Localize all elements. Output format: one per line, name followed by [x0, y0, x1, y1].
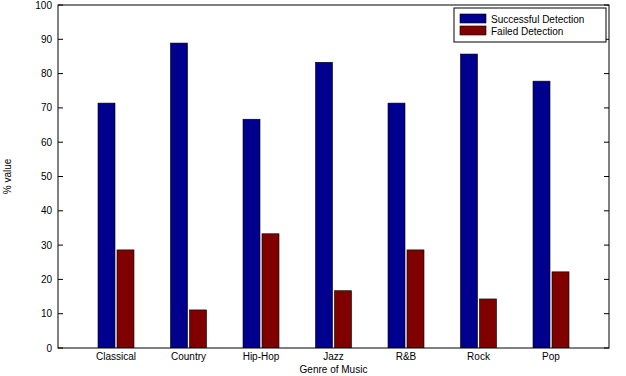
chart: 0 10 20 30 40 50 60 70 80 90 100 Classical Country Hi… [0, 0, 626, 376]
y-tick [58, 73, 63, 74]
bar [335, 291, 352, 348]
y-axis-label: % value [2, 158, 13, 194]
legend: Successful DetectionFailed Detection [454, 8, 606, 42]
x-tick-label: Classical [96, 351, 136, 362]
y-tick [58, 245, 63, 246]
legend-label: Failed Detection [491, 26, 563, 37]
x-tick-label: Country [171, 351, 206, 362]
y-tick [604, 73, 609, 74]
x-axis-label: Genre of Music [300, 364, 368, 375]
bar [316, 62, 333, 348]
bar [552, 272, 569, 348]
y-tick [58, 107, 63, 108]
y-tick [58, 313, 63, 314]
y-tick [604, 245, 609, 246]
y-tick [58, 142, 63, 143]
y-tick [58, 210, 63, 211]
x-tick-label: Pop [542, 351, 560, 362]
y-tick-label: 90 [41, 34, 53, 45]
bar [480, 299, 497, 348]
y-tick-label: 70 [41, 102, 53, 113]
y-tick [604, 142, 609, 143]
bar [262, 234, 279, 348]
y-tick [604, 107, 609, 108]
bar [243, 119, 260, 348]
plot-frame [58, 5, 609, 348]
y-tick [604, 348, 609, 349]
y-tick-label: 10 [41, 308, 53, 319]
bar [117, 250, 134, 348]
legend-swatch [460, 26, 486, 35]
bar [190, 310, 207, 348]
y-tick [58, 348, 63, 349]
bars [98, 43, 569, 348]
x-tick-label: R&B [396, 351, 417, 362]
legend-box [454, 8, 606, 42]
bar [98, 103, 115, 348]
y-tick [604, 313, 609, 314]
bar [171, 43, 188, 348]
y-tick [58, 39, 63, 40]
y-tick-label: 30 [41, 240, 53, 251]
y-tick-label: 40 [41, 205, 53, 216]
y-tick [58, 176, 63, 177]
y-tick [604, 176, 609, 177]
y-tick-label: 80 [41, 68, 53, 79]
y-tick-label: 20 [41, 274, 53, 285]
bar [388, 103, 405, 348]
bar [407, 250, 424, 348]
x-tick-label: Hip-Hop [243, 351, 280, 362]
legend-swatch [460, 14, 486, 23]
y-tick [604, 279, 609, 280]
bar [533, 81, 550, 348]
bar [461, 54, 478, 348]
y-tick [58, 5, 63, 6]
y-tick-label: 50 [41, 171, 53, 182]
y-tick-label: 60 [41, 137, 53, 148]
y-tick [58, 279, 63, 280]
legend-label: Successful Detection [491, 14, 584, 25]
y-tick [604, 5, 609, 6]
chart-root: 0 10 20 30 40 50 60 70 80 90 100 Classical Country Hi… [0, 0, 626, 376]
x-tick-label: Jazz [323, 351, 344, 362]
y-tick [604, 210, 609, 211]
x-tick-label: Rock [467, 351, 491, 362]
y-tick-label: 100 [35, 0, 52, 11]
y-tick-label: 0 [46, 343, 52, 354]
